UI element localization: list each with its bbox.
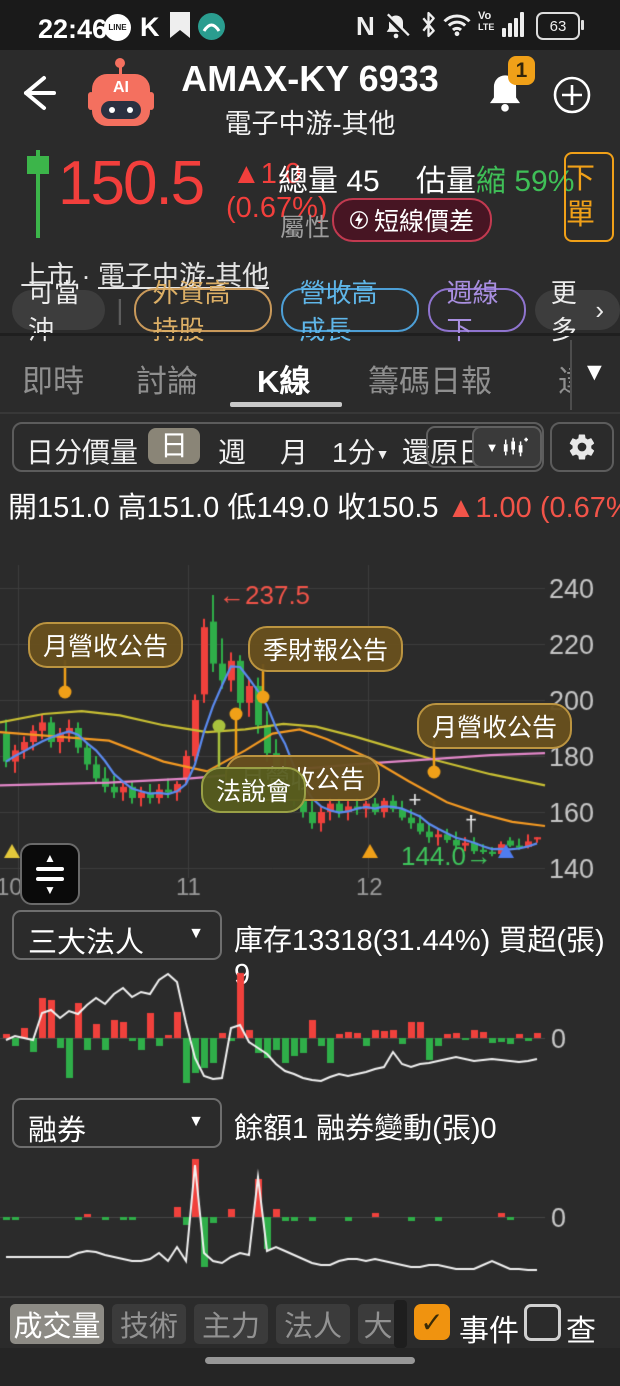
line-app-icon: LINE xyxy=(104,14,131,41)
estimated-volume: 估量縮 59% xyxy=(416,165,575,198)
price-change-percent: (0.67%) xyxy=(226,192,328,224)
margin-chart[interactable] xyxy=(0,1153,620,1290)
chevron-right-icon: › xyxy=(595,294,604,325)
clock: 22:46 xyxy=(38,14,108,44)
muted-bell-icon xyxy=(382,12,410,40)
bookmark-icon xyxy=(170,12,190,38)
toolbar-day-selected[interactable]: 日 xyxy=(148,428,200,464)
button-technical[interactable]: 技術 xyxy=(112,1304,186,1344)
tab-divider xyxy=(570,340,572,410)
margin-selector[interactable]: 融券 ▼ xyxy=(12,1098,222,1148)
selected-tab-underline xyxy=(230,402,342,407)
event-badge-monthly-revenue[interactable]: 月營收公告 xyxy=(28,622,184,668)
toolbar-daily-pricevol[interactable]: 日分價量 xyxy=(26,437,139,468)
event-checkbox[interactable]: ✓ xyxy=(414,1304,450,1340)
kline-chart[interactable]: 月營收公告 季財報公告 月營收公告 法說會 月營收公告 ▲ ▼ xyxy=(0,545,620,905)
tab-discussion[interactable]: 討論 xyxy=(136,364,198,399)
indicator-switch-bar: 成交量 技術 主力 法人 大 ✓ 事件 查價 xyxy=(0,1296,620,1386)
chevron-down-icon: ▼ xyxy=(188,1113,204,1130)
check-icon: ✓ xyxy=(420,1306,444,1338)
tabs-dropdown-button[interactable]: ▼ xyxy=(582,358,607,386)
triangle-up-icon: ▲ xyxy=(44,851,56,865)
button-main-force[interactable]: 主力 xyxy=(194,1304,268,1344)
candle-icon xyxy=(26,150,50,242)
price-query-checkbox[interactable] xyxy=(524,1304,561,1341)
button-institutional[interactable]: 法人 xyxy=(276,1304,350,1344)
last-price: 150.5 xyxy=(58,149,205,218)
toolbar-indicator-button[interactable]: ▼ xyxy=(472,426,542,468)
period-toolbar: 日分價量 日 週 月 1分▼ 還原日 ▼ xyxy=(12,422,544,472)
button-major-holders-clipped[interactable]: 大 xyxy=(358,1304,398,1344)
ohlc-readout: 開151.0 高151.0 低149.0 收150.5 ▲1.00 (0.67%… xyxy=(8,484,620,526)
event-badge-monthly-revenue[interactable]: 月營收公告 xyxy=(417,703,573,749)
battery-indicator: 63 xyxy=(536,12,584,40)
notification-count-badge: 1 xyxy=(508,56,535,85)
attribute-tag[interactable]: 短線價差 xyxy=(332,198,493,242)
tag-revenue-growth[interactable]: 營收高成長 xyxy=(281,278,420,345)
add-watchlist-button[interactable] xyxy=(551,74,593,116)
listing-info: 上市 · 電子中游-其他 xyxy=(20,261,270,291)
tabs-bottom-divider xyxy=(0,412,620,414)
institutional-chart[interactable] xyxy=(0,963,620,1095)
triangle-down-icon: ▼ xyxy=(44,883,56,897)
chevron-down-icon: ▼ xyxy=(485,439,499,455)
institutional-selector[interactable]: 三大法人 ▼ xyxy=(12,910,222,960)
page-subtitle: 電子中游-其他 xyxy=(224,109,396,139)
gesture-area xyxy=(0,1348,620,1386)
volte-icon: Vo LTE xyxy=(478,10,495,33)
tab-kline[interactable]: K線 xyxy=(257,364,311,399)
tab-clipped[interactable]: 達 xyxy=(558,356,571,401)
tag-more-button[interactable]: 更多 › xyxy=(534,278,620,345)
nfc-icon: N xyxy=(356,11,375,41)
tag-weekly-down[interactable]: 週線下 xyxy=(428,278,526,345)
chevron-down-icon: ▼ xyxy=(188,925,204,942)
attribute-label: 屬性 xyxy=(280,214,331,242)
tag-row: 可當沖 | 外資高持股 營收高成長 週線下 更多 › xyxy=(12,278,620,345)
signal-bars-icon xyxy=(502,12,524,37)
ai-label: AI xyxy=(113,79,129,96)
industry-link[interactable]: 電子中游-其他 xyxy=(98,261,270,291)
add-indicator-icon xyxy=(504,437,529,457)
toolbar-month[interactable]: 月 xyxy=(280,437,309,468)
home-indicator xyxy=(205,1357,415,1364)
tag-foreign-holding[interactable]: 外資高持股 xyxy=(134,278,273,345)
scale-toggle-button[interactable]: ▲ ▼ xyxy=(20,843,80,905)
tab-chip-daily[interactable]: 籌碼日報 xyxy=(368,364,492,399)
ohlc-change: ▲1.00 (0.67%) xyxy=(446,492,620,524)
tag-divider: | xyxy=(116,294,124,325)
tag-daytrade[interactable]: 可當沖 xyxy=(12,278,106,345)
toolbar-week[interactable]: 週 xyxy=(218,437,247,468)
k-app-icon: K xyxy=(140,12,160,42)
chart-settings-button[interactable] xyxy=(550,422,614,472)
chevron-down-icon: ▼ xyxy=(375,446,390,462)
tab-bar: 即時 討論 K線 籌碼日報 達 ▼ xyxy=(0,340,620,412)
status-bar: 22:46 LINE K N Vo LTE 63 xyxy=(0,0,620,50)
toolbar-minute[interactable]: 1分▼ xyxy=(332,437,390,468)
page-title: AMAX-KY 6933 xyxy=(181,58,439,99)
tab-realtime[interactable]: 即時 xyxy=(22,364,84,399)
wifi-icon xyxy=(442,13,472,37)
bluetooth-icon xyxy=(420,11,437,38)
event-checkbox-label: 事件 xyxy=(459,1315,519,1348)
margin-info: 餘額1 融券變動(張)0 xyxy=(234,1113,497,1145)
button-volume[interactable]: 成交量 xyxy=(10,1304,104,1344)
gear-icon xyxy=(569,434,595,460)
app-notification-icon xyxy=(198,13,225,40)
scroll-edge-shade xyxy=(394,1300,407,1348)
back-button[interactable] xyxy=(16,72,58,114)
lightning-icon xyxy=(350,211,368,229)
place-order-button[interactable]: 下單 xyxy=(564,152,614,242)
price-change: ▲1.0 xyxy=(232,158,302,190)
total-volume: 總量 45 xyxy=(278,165,380,198)
event-badge-investor-conference[interactable]: 法說會 xyxy=(201,767,307,813)
ai-assistant-icon[interactable]: AI xyxy=(88,58,154,134)
event-badge-quarterly-report[interactable]: 季財報公告 xyxy=(248,626,404,672)
section-divider xyxy=(0,333,620,336)
